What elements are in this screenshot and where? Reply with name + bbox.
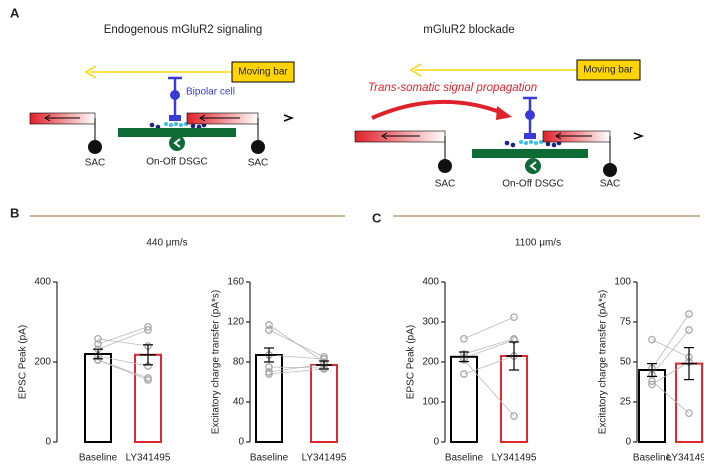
- x-tick-label: LY341495: [492, 453, 537, 464]
- data-point: [265, 321, 273, 329]
- pair-line: [651, 313, 690, 369]
- data-point: [460, 334, 468, 343]
- data-point: [144, 322, 152, 331]
- y-tick-label: 0: [238, 437, 244, 448]
- speed-label: 1100 μm/s: [515, 238, 561, 249]
- bar: [84, 353, 112, 443]
- data-point: [685, 310, 693, 318]
- x-tick-label: Baseline: [445, 453, 484, 464]
- propagation-label: Trans-somatic signal propagation: [368, 82, 537, 94]
- y-tick-label: 25: [620, 397, 632, 408]
- y-axis-label: EPSC Peak (pA): [18, 325, 29, 399]
- pair-line: [268, 354, 325, 360]
- dsgc-label: On-Off DSGC: [502, 179, 564, 190]
- y-tick-label: 80: [233, 357, 245, 368]
- y-axis-label: Excitatory charge transfer (pA*s): [211, 290, 222, 435]
- data-point: [510, 412, 518, 420]
- speed-label: 440 μm/s: [146, 238, 187, 249]
- pair-line: [463, 359, 515, 417]
- x-tick-label: Baseline: [79, 453, 118, 464]
- y-axis-label: EPSC Peak (pA): [406, 325, 417, 399]
- diagram-left: Endogenous mGluR2 signaling Moving bar B…: [29, 24, 295, 169]
- data-point: [685, 326, 693, 334]
- pair-line: [651, 339, 690, 358]
- moving-bar-label: Moving bar: [238, 67, 288, 78]
- y-tick-label: 100: [614, 277, 631, 288]
- y-tick-label: 400: [422, 277, 439, 288]
- data-point: [144, 326, 152, 334]
- data-point: [460, 370, 468, 378]
- diagram-title: mGluR2 blockade: [423, 24, 514, 36]
- y-tick-label: 120: [227, 317, 244, 328]
- y-tick-label: 160: [227, 277, 244, 288]
- pair-line: [268, 329, 325, 358]
- y-tick-label: 400: [34, 277, 51, 288]
- pair-line: [97, 326, 149, 345]
- bar: [310, 364, 338, 443]
- data-point: [648, 335, 656, 344]
- sac-label: SAC: [600, 179, 621, 190]
- panel-label: A: [10, 5, 20, 20]
- x-tick-label: Baseline: [250, 453, 289, 464]
- pair-line: [268, 366, 325, 369]
- y-tick-label: 75: [620, 317, 632, 328]
- bar: [134, 353, 162, 443]
- pair-line: [268, 368, 325, 375]
- sac-label: SAC: [85, 158, 106, 169]
- moving-bar-label: Moving bar: [583, 65, 633, 76]
- data-point: [648, 380, 656, 389]
- panel-label: B: [10, 205, 19, 220]
- bar: [450, 355, 478, 443]
- y-tick-label: 0: [625, 437, 631, 448]
- sac-label: SAC: [435, 179, 456, 190]
- pair-line: [651, 380, 690, 414]
- bipolar-label: Bipolar cell: [186, 87, 235, 98]
- pair-line: [97, 359, 149, 381]
- x-tick-label: LY341495: [126, 453, 171, 464]
- pair-line: [97, 355, 149, 367]
- dsgc-label: On-Off DSGC: [146, 157, 208, 168]
- pair-line: [463, 355, 515, 375]
- pair-line: [268, 363, 325, 373]
- y-tick-label: 300: [422, 317, 439, 328]
- data-point: [94, 340, 102, 348]
- y-tick-label: 200: [34, 357, 51, 368]
- data-point: [685, 409, 693, 418]
- y-tick-label: 0: [433, 437, 439, 448]
- data-point: [94, 334, 102, 343]
- diagram-title: Endogenous mGluR2 signaling: [104, 24, 263, 36]
- pair-line: [463, 316, 515, 340]
- y-tick-label: 40: [233, 397, 245, 408]
- bar: [255, 354, 283, 443]
- sac-label: SAC: [248, 158, 269, 169]
- diagram-right: mGluR2 blockade Moving bar Trans-somatic…: [354, 24, 645, 190]
- y-tick-label: 50: [620, 357, 632, 368]
- y-axis-label: Excitatory charge transfer (pA*s): [598, 290, 609, 435]
- panel-label: C: [372, 210, 382, 225]
- pair-line: [651, 361, 690, 385]
- x-tick-label: LY341495: [302, 453, 347, 464]
- pair-line: [97, 338, 149, 347]
- pair-line: [463, 338, 515, 355]
- y-tick-label: 200: [422, 357, 439, 368]
- data-point: [144, 376, 152, 384]
- data-point: [265, 326, 273, 334]
- data-point: [648, 377, 656, 386]
- x-tick-label: Baseline: [633, 453, 672, 464]
- x-tick-label: LY341495: [667, 453, 704, 464]
- data-point: [265, 370, 273, 378]
- y-tick-label: 0: [45, 437, 51, 448]
- pair-line: [97, 329, 149, 350]
- data-point: [510, 313, 518, 322]
- pair-line: [651, 329, 690, 376]
- pair-line: [463, 339, 515, 359]
- y-tick-label: 100: [422, 397, 439, 408]
